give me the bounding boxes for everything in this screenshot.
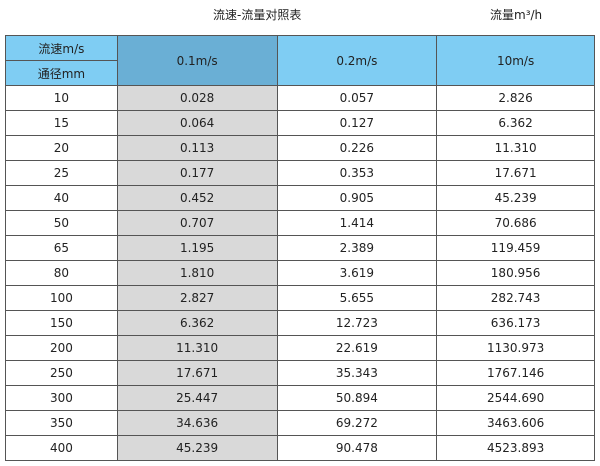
flow-cell: 2.826 — [436, 85, 595, 111]
table-row: 40 0.452 0.905 45.239 — [5, 185, 595, 211]
flow-cell: 3463.606 — [436, 410, 595, 436]
diameter-cell: 20 — [5, 135, 118, 161]
table-row: 100 2.827 5.655 282.743 — [5, 285, 595, 311]
table-row: 150 6.362 12.723 636.173 — [5, 310, 595, 336]
diameter-cell: 400 — [5, 435, 118, 461]
table-row: 400 45.239 90.478 4523.893 — [5, 435, 595, 461]
table-row: 300 25.447 50.894 2544.690 — [5, 385, 595, 411]
flow-cell: 90.478 — [276, 435, 438, 461]
flow-cell: 45.239 — [116, 435, 278, 461]
flow-cell: 2.389 — [276, 235, 438, 261]
table-row: 350 34.636 69.272 3463.606 — [5, 410, 595, 436]
flow-cell: 0.707 — [116, 210, 278, 236]
flow-cell: 12.723 — [276, 310, 438, 336]
flow-cell: 69.272 — [276, 410, 438, 436]
diameter-cell: 300 — [5, 385, 118, 411]
flow-cell: 2544.690 — [436, 385, 595, 411]
flow-cell: 6.362 — [436, 110, 595, 136]
flow-cell: 0.064 — [116, 110, 278, 136]
flow-table: 流速m/s 0.1m/s 0.2m/s 10m/s 通径mm 10 0.028 0.… — [5, 35, 595, 461]
flow-cell: 50.894 — [276, 385, 438, 411]
flow-cell: 0.057 — [276, 85, 438, 111]
speed-header: 流速m/s — [5, 35, 118, 61]
flow-cell: 22.619 — [276, 335, 438, 361]
flow-cell: 45.239 — [436, 185, 595, 211]
flow-cell: 0.905 — [276, 185, 438, 211]
flow-cell: 11.310 — [436, 135, 595, 161]
table-row: 50 0.707 1.414 70.686 — [5, 210, 595, 236]
flow-cell: 1.414 — [276, 210, 438, 236]
table-row: 80 1.810 3.619 180.956 — [5, 260, 595, 286]
flow-cell: 34.636 — [116, 410, 278, 436]
diameter-cell: 80 — [5, 260, 118, 286]
diameter-cell: 250 — [5, 360, 118, 386]
diameter-cell: 50 — [5, 210, 118, 236]
flow-cell: 180.956 — [436, 260, 595, 286]
diameter-cell: 150 — [5, 310, 118, 336]
flow-cell: 0.177 — [116, 160, 278, 186]
flow-cell: 1.195 — [116, 235, 278, 261]
diameter-cell: 25 — [5, 160, 118, 186]
flow-cell: 5.655 — [276, 285, 438, 311]
flow-cell: 1130.973 — [436, 335, 595, 361]
flow-cell: 0.226 — [276, 135, 438, 161]
unit-label: 流量m³/h — [490, 8, 543, 22]
flow-cell: 11.310 — [116, 335, 278, 361]
flow-cell: 0.127 — [276, 110, 438, 136]
diameter-header: 通径mm — [5, 60, 118, 86]
flow-cell: 1.810 — [116, 260, 278, 286]
flow-cell: 4523.893 — [436, 435, 595, 461]
flow-cell: 119.459 — [436, 235, 595, 261]
diameter-cell: 200 — [5, 335, 118, 361]
table-row: 25 0.177 0.353 17.671 — [5, 160, 595, 186]
table-row: 15 0.064 0.127 6.362 — [5, 110, 595, 136]
flow-cell: 25.447 — [116, 385, 278, 411]
flow-cell: 3.619 — [276, 260, 438, 286]
flow-cell: 0.113 — [116, 135, 278, 161]
flow-cell: 0.028 — [116, 85, 278, 111]
column-header: 0.2m/s — [276, 35, 438, 86]
column-header: 10m/s — [436, 35, 595, 86]
flow-cell: 0.452 — [116, 185, 278, 211]
flow-cell: 35.343 — [276, 360, 438, 386]
diameter-cell: 350 — [5, 410, 118, 436]
flow-cell: 282.743 — [436, 285, 595, 311]
diameter-cell: 15 — [5, 110, 118, 136]
table-row: 250 17.671 35.343 1767.146 — [5, 360, 595, 386]
diameter-cell: 10 — [5, 85, 118, 111]
flow-cell: 1767.146 — [436, 360, 595, 386]
table-row: 10 0.028 0.057 2.826 — [5, 85, 595, 111]
diameter-cell: 100 — [5, 285, 118, 311]
diameter-cell: 65 — [5, 235, 118, 261]
flow-cell: 70.686 — [436, 210, 595, 236]
flow-cell: 0.353 — [276, 160, 438, 186]
column-header: 0.1m/s — [116, 35, 278, 86]
flow-cell: 17.671 — [436, 160, 595, 186]
table-row: 20 0.113 0.226 11.310 — [5, 135, 595, 161]
flow-cell: 6.362 — [116, 310, 278, 336]
table-row: 65 1.195 2.389 119.459 — [5, 235, 595, 261]
diameter-cell: 40 — [5, 185, 118, 211]
flow-cell: 17.671 — [116, 360, 278, 386]
flow-cell: 2.827 — [116, 285, 278, 311]
flow-cell: 636.173 — [436, 310, 595, 336]
table-row: 200 11.310 22.619 1130.973 — [5, 335, 595, 361]
table-title: 流速-流量对照表 — [213, 8, 302, 22]
